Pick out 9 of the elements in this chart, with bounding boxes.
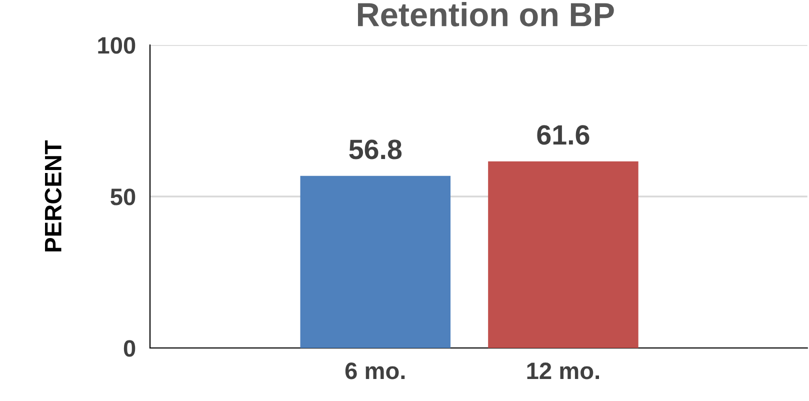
y-tick-label: 100 — [98, 37, 136, 54]
y-axis-title: PERCENT — [44, 140, 62, 252]
x-tick-label: 6 mo. — [345, 362, 405, 380]
chart-title: Retention on BP — [358, 2, 614, 26]
data-label: 56.8 — [349, 140, 402, 160]
x-tick-label: 12 mo. — [527, 362, 599, 380]
y-tick-label: 50 — [110, 188, 136, 206]
y-tick-label: 0 — [124, 340, 136, 357]
data-label: 61.6 — [537, 125, 590, 145]
